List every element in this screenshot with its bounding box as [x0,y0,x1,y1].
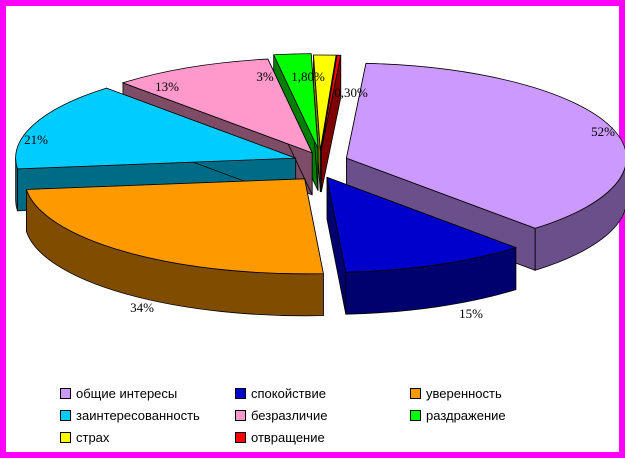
slice-2-top [326,176,518,273]
slice-8 [320,54,342,193]
legend-item: отвращение [235,428,410,446]
legend-swatch [235,431,246,443]
slice-label-1: 52% [591,124,615,139]
slice-2 [326,176,518,315]
legend-swatch [410,409,421,421]
legend-swatch [410,387,421,399]
slice-6-top [273,53,319,149]
legend-swatch [60,431,71,443]
slice-label-2: 15% [459,306,483,321]
legend-label: страх [76,429,110,445]
slice-label-4: 21% [24,132,48,147]
legend-item: безразличие [235,406,410,424]
legend-item: уверенность [410,384,580,402]
slice-1-top [345,62,625,229]
legend-label: заинтересованность [76,407,200,423]
legend-swatch [60,409,71,421]
slice-5-top [121,58,313,154]
legend-label: отвращение [251,429,325,445]
slice-3 [25,178,324,317]
legend-item: спокойствие [235,384,410,402]
legend-item: общие интересы [60,384,235,402]
slice-label-8: 0,30% [334,85,368,100]
legend-label: безразличие [251,407,328,423]
slice-label-3: 34% [130,300,154,315]
legend-swatch [235,409,246,421]
legend-item: страх [60,428,235,446]
legend-label: спокойствие [251,385,326,401]
slice-3-top [25,178,324,275]
slice-4-top [15,87,296,170]
legend-item: раздражение [410,406,580,424]
legend: общие интересы спокойствие уверенность заин… [60,384,580,446]
slice-label-6: 3% [256,69,274,84]
legend-label: уверенность [426,385,502,401]
legend-swatch [60,387,71,399]
slice-7-top [313,54,337,151]
slice-label-7: 1,80% [291,69,325,84]
slice-label-5: 13% [155,79,179,94]
legend-item: заинтересованность [60,406,235,424]
slice-8-top [320,54,342,151]
legend-label: раздражение [426,407,506,423]
legend-label: общие интересы [76,385,178,401]
legend-swatch [235,387,246,399]
